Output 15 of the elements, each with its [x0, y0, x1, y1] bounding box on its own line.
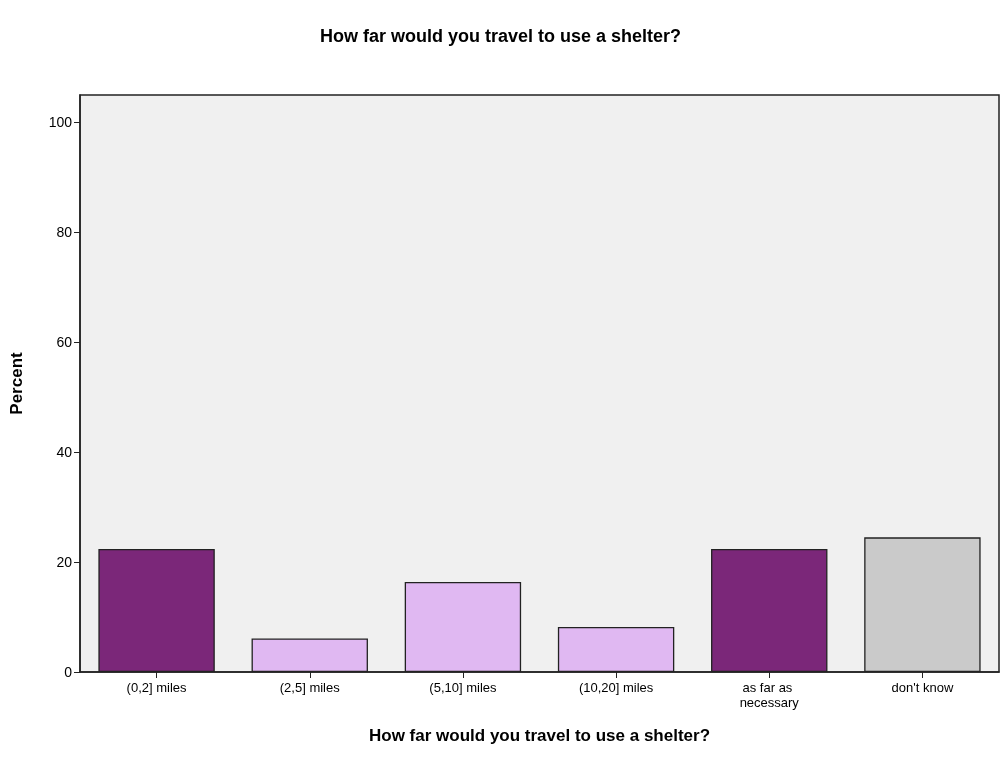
y-tick-label: 20 [56, 554, 73, 571]
y-tick-label: 100 [48, 114, 73, 131]
x-tick-label: (5,10] miles [429, 680, 498, 695]
y-axis-title: Percent [7, 351, 26, 415]
chart-title: How far would you travel to use a shelter? [319, 26, 682, 46]
y-tick-label: 40 [56, 444, 73, 461]
x-axis-title: How far would you travel to use a shelter? [368, 726, 711, 745]
x-tick-label: as far as necessary [739, 680, 800, 710]
x-tick-label: don't know [891, 680, 954, 695]
x-tick-label: (0,2] miles [126, 680, 188, 695]
x-tick-label: (10,20] miles [578, 680, 654, 695]
y-tick-label: 80 [56, 224, 73, 241]
x-tick-label: (2,5] miles [279, 680, 341, 695]
y-tick-label: 0 [64, 664, 73, 680]
y-tick-label: 60 [56, 334, 73, 351]
